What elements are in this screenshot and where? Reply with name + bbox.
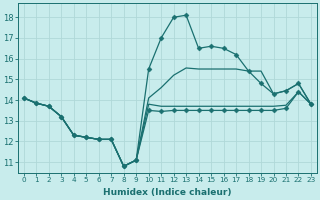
X-axis label: Humidex (Indice chaleur): Humidex (Indice chaleur) [103, 188, 232, 197]
